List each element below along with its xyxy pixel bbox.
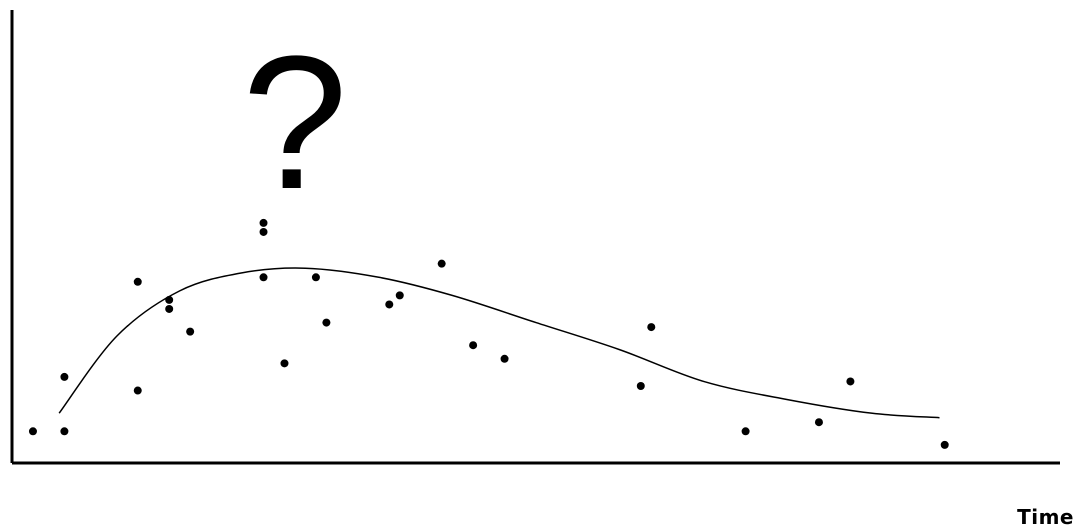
trend-curve-layer bbox=[58, 267, 940, 419]
data-point bbox=[165, 304, 174, 313]
data-point bbox=[28, 427, 37, 436]
data-point bbox=[322, 318, 331, 327]
data-point bbox=[395, 291, 404, 300]
data-point bbox=[469, 341, 478, 350]
data-point bbox=[311, 273, 320, 282]
data-point bbox=[385, 300, 394, 309]
question-mark-annotation: ? bbox=[242, 17, 348, 229]
data-point bbox=[437, 259, 446, 268]
data-point bbox=[500, 354, 509, 363]
data-point bbox=[280, 359, 289, 368]
data-point bbox=[940, 440, 949, 449]
data-point bbox=[133, 277, 142, 286]
axes bbox=[10, 10, 1060, 465]
data-point bbox=[259, 273, 268, 282]
scatter-points-layer bbox=[28, 218, 949, 449]
data-point bbox=[60, 372, 69, 381]
data-point bbox=[133, 386, 142, 395]
data-point bbox=[647, 323, 656, 332]
data-point bbox=[846, 377, 855, 386]
data-point bbox=[259, 218, 268, 227]
data-point bbox=[60, 427, 69, 436]
trend-curve bbox=[58, 267, 940, 419]
data-point bbox=[814, 418, 823, 427]
data-point bbox=[259, 227, 268, 236]
data-point bbox=[636, 381, 645, 390]
data-point bbox=[165, 295, 174, 304]
x-axis-label: Time bbox=[1017, 505, 1074, 529]
data-point bbox=[186, 327, 195, 336]
data-point bbox=[741, 427, 750, 436]
